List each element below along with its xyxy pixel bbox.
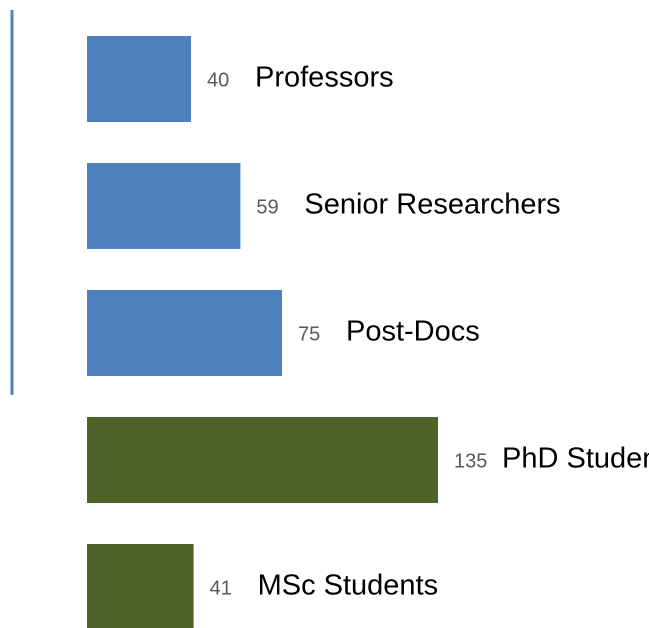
- category-label: Professors: [255, 62, 394, 94]
- bar: [87, 417, 438, 503]
- bar: [87, 36, 191, 122]
- value-label: 75: [298, 323, 320, 345]
- bar: [87, 163, 241, 249]
- bar: [87, 290, 282, 376]
- value-label: 40: [207, 69, 229, 91]
- value-label: 135: [454, 450, 487, 472]
- category-label: PhD Students: [502, 443, 649, 475]
- bar: [87, 544, 194, 628]
- value-label: 41: [210, 577, 232, 599]
- category-label: Post-Docs: [346, 316, 480, 348]
- category-label: Senior Researchers: [304, 189, 560, 221]
- value-label: 59: [256, 196, 278, 218]
- category-label: MSc Students: [258, 570, 439, 602]
